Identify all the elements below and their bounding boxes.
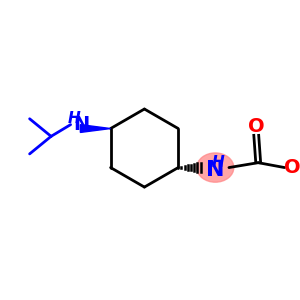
Ellipse shape (197, 153, 234, 182)
Text: H: H (68, 111, 81, 126)
Text: N: N (206, 160, 224, 179)
Text: H: H (212, 155, 225, 170)
Text: N: N (73, 115, 89, 134)
Text: O: O (284, 158, 300, 177)
Polygon shape (80, 124, 111, 132)
Text: O: O (248, 117, 265, 136)
